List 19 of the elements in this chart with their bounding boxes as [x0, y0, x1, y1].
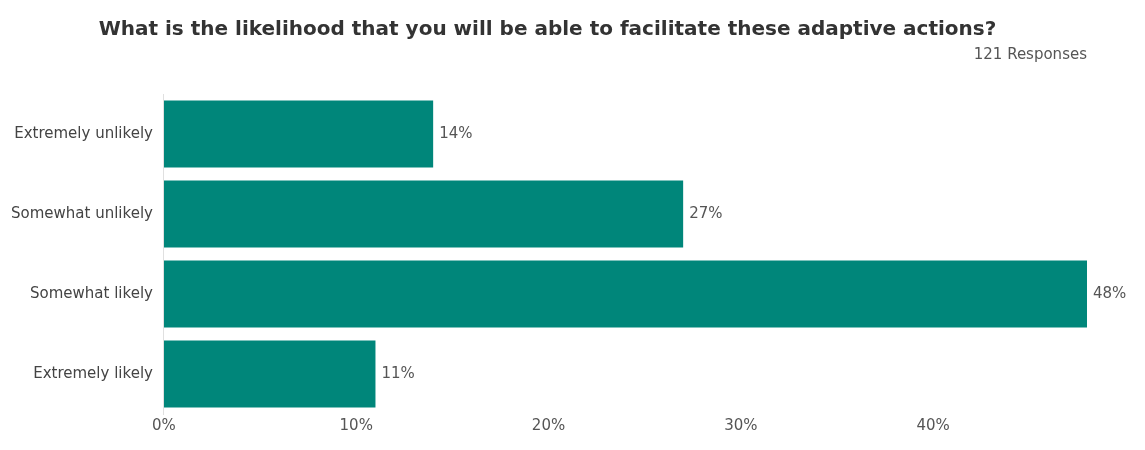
y-tick-label: Somewhat unlikely [10, 203, 154, 222]
x-tick-label: 20% [531, 415, 566, 434]
data-label: 14% [439, 123, 473, 142]
x-tick-label: 0% [152, 415, 176, 434]
y-tick-label: Extremely likely [33, 363, 154, 382]
data-label: 48% [1093, 283, 1127, 302]
bar [163, 340, 376, 408]
chart-subtitle: 121 Responses [973, 44, 1088, 63]
bar [163, 260, 1087, 328]
y-tick-label: Somewhat likely [30, 283, 154, 302]
x-tick-label: 40% [916, 415, 950, 434]
chart-title: What is the likelihood that you will be able to facilitate these adaptive actions? [98, 16, 997, 41]
y-tick-label: Extremely unlikely [14, 123, 154, 142]
bar [163, 180, 684, 248]
x-tick-label: 10% [339, 415, 373, 434]
data-label: 27% [689, 203, 723, 222]
data-label: 11% [381, 363, 415, 382]
bar [163, 100, 434, 168]
x-tick-label: 30% [724, 415, 758, 434]
